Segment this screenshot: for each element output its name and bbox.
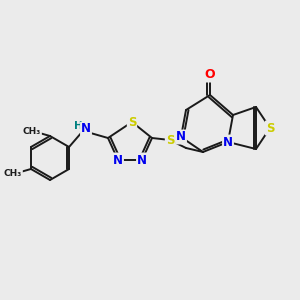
Text: H: H xyxy=(74,121,82,131)
Text: CH₃: CH₃ xyxy=(23,128,41,136)
Text: O: O xyxy=(205,68,215,82)
Text: N: N xyxy=(113,154,123,166)
Text: N: N xyxy=(137,154,147,166)
Text: N: N xyxy=(223,136,233,148)
Text: N: N xyxy=(176,130,186,143)
Text: S: S xyxy=(166,134,174,146)
Text: CH₃: CH₃ xyxy=(4,169,22,178)
Text: S: S xyxy=(128,116,136,128)
Text: S: S xyxy=(266,122,274,134)
Text: N: N xyxy=(81,122,91,136)
